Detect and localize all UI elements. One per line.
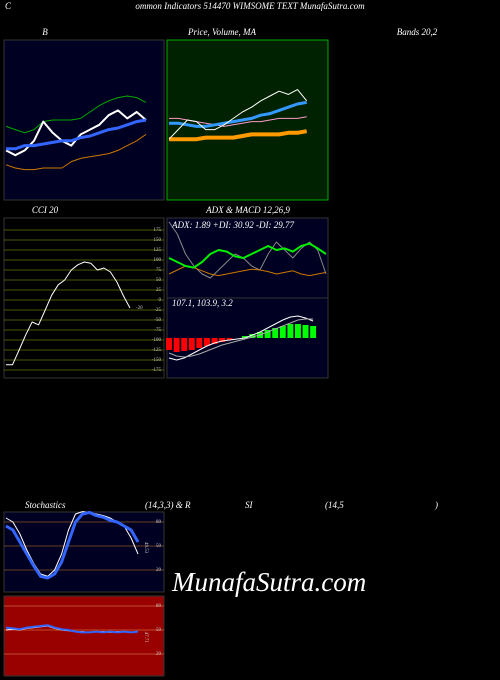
series-line	[169, 100, 307, 128]
panel-title: Bands 20,2	[397, 27, 438, 37]
histogram-bar	[173, 338, 180, 352]
y-tick-label: -50	[154, 318, 161, 323]
y-tick-label: 50	[156, 278, 162, 283]
y-tick-label: 0	[159, 298, 162, 303]
panel	[3, 595, 165, 677]
series-line	[6, 261, 131, 366]
caption: (14,5	[325, 500, 344, 510]
histogram-bar	[294, 324, 301, 338]
panel	[3, 217, 165, 379]
series-line	[169, 129, 308, 142]
y-tick-label: -100	[152, 338, 162, 343]
y-tick-label: -75	[154, 328, 161, 333]
header-title: ommon Indicators 514470 WIMSOME TEXT Mun…	[135, 1, 365, 11]
y-tick-label: 125	[154, 248, 162, 253]
series-line	[168, 315, 314, 361]
series-line	[6, 118, 147, 151]
panel-title: ADX & MACD 12,26,9	[205, 205, 290, 215]
caption: )	[434, 500, 438, 510]
caption: (14,3,3) & R	[145, 500, 191, 510]
y-tick-label: -25	[154, 308, 161, 313]
value-label: 49.53	[143, 542, 148, 554]
series-line	[168, 242, 327, 269]
y-tick-label: 50	[156, 544, 162, 549]
panel-title: B	[42, 27, 48, 37]
value-label: -20	[136, 306, 143, 311]
histogram-bar	[211, 338, 218, 344]
histogram-bar	[279, 326, 286, 338]
histogram-bar	[188, 338, 195, 350]
value-label: 47.71	[143, 632, 148, 644]
y-tick-label: 20	[156, 652, 162, 657]
histogram-bar	[310, 326, 317, 338]
histogram-bar	[166, 338, 172, 350]
caption: SI	[245, 500, 254, 510]
histogram-bar	[287, 324, 294, 338]
series-line	[168, 265, 327, 277]
y-tick-label: -175	[152, 368, 162, 373]
y-tick-label: 175	[154, 228, 162, 233]
series-line	[168, 318, 314, 358]
histogram-bar	[203, 338, 210, 346]
panel-title: Price, Volume, MA	[187, 27, 256, 37]
caption: Stochastics	[25, 500, 66, 510]
y-tick-label: 50	[156, 628, 162, 633]
histogram-bar	[249, 334, 256, 338]
histogram-bar	[181, 338, 188, 351]
annotation: ADX: 1.89 +DI: 30.92 -DI: 29.77	[171, 220, 295, 230]
y-tick-label: -150	[152, 358, 162, 363]
series-line	[5, 95, 147, 134]
histogram-bar	[302, 325, 309, 338]
series-line	[5, 510, 140, 580]
annotation: 107.1, 103.9, 3.2	[172, 298, 233, 308]
y-tick-label: 75	[156, 268, 162, 273]
header-lead: C	[5, 1, 12, 11]
y-tick-label: 150	[154, 238, 162, 243]
watermark: MunafaSutra.com	[171, 567, 366, 597]
y-tick-label: -125	[152, 348, 162, 353]
y-tick-label: 80	[156, 604, 162, 609]
y-tick-label: 80	[156, 520, 162, 525]
histogram-bar	[241, 336, 248, 338]
histogram-bar	[226, 338, 233, 340]
y-tick-label: 20	[156, 568, 162, 573]
panel-title: CCI 20	[32, 205, 59, 215]
panel	[166, 39, 329, 201]
panel	[166, 217, 329, 299]
histogram-bar	[272, 328, 279, 338]
y-tick-label: 25	[156, 288, 162, 293]
charts: B Bands 20,2 Price, Volume, MA CCI 20 175 150…	[3, 27, 438, 677]
series-line	[5, 133, 147, 171]
histogram-bar	[196, 338, 203, 348]
histogram-bar	[219, 338, 226, 342]
series-line	[5, 624, 139, 634]
y-tick-label: 100	[154, 258, 162, 263]
series-line	[168, 89, 308, 140]
histogram-bar	[264, 330, 271, 338]
